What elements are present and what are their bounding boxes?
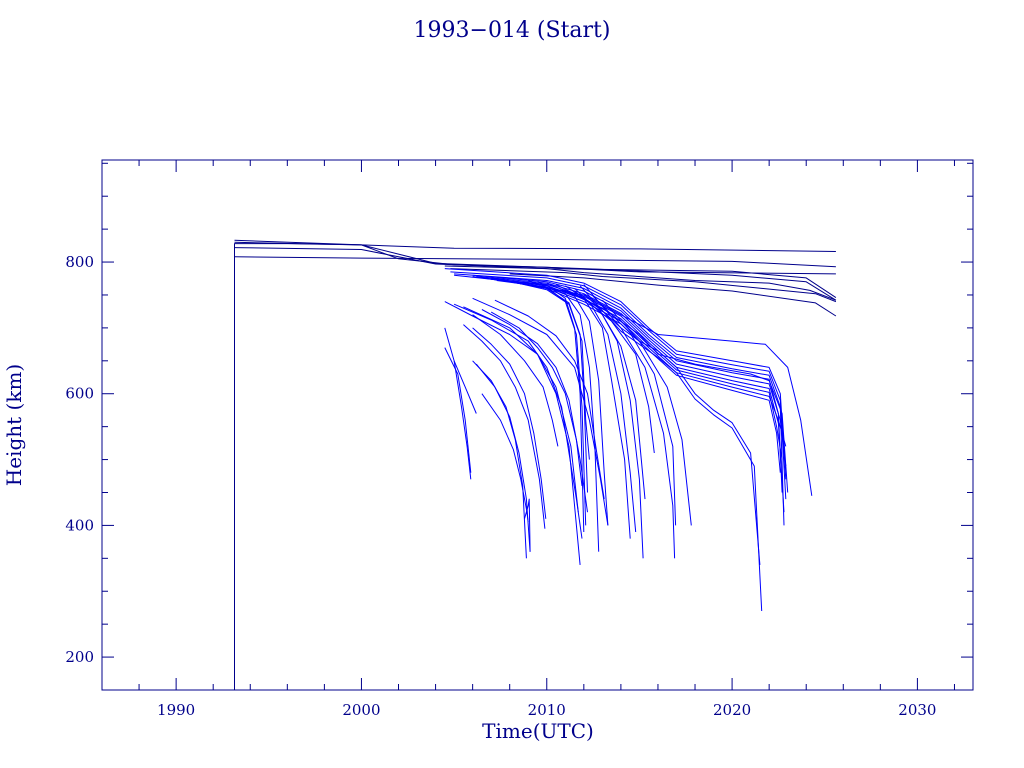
plot-frame: [101, 159, 974, 691]
debris-trace-16: [509, 281, 781, 473]
debris-trace-17: [518, 282, 789, 493]
debris-trace-25: [528, 280, 600, 552]
debris-trace-21: [454, 274, 585, 533]
debris-trace-40: [490, 311, 583, 486]
tracked-trace-5: [444, 265, 837, 301]
debris-trace-8: [444, 268, 787, 480]
tick-label-layer: 1990 2000 2010 2020 2030 200 400 600 800: [65, 253, 936, 719]
tracked-trace-7: [509, 273, 837, 317]
tracked-trace-4: [234, 241, 837, 301]
debris-trace-24: [500, 278, 590, 460]
debris-trace-47: [481, 393, 529, 523]
debris-trace-31: [574, 290, 655, 454]
debris-trace-15: [496, 280, 787, 447]
chart-title: 1993−014 (Start): [414, 18, 611, 43]
debris-trace-22: [472, 276, 587, 526]
debris-trace-42: [494, 299, 605, 500]
x-tick-label: 2030: [898, 701, 936, 719]
debris-trace-23: [491, 277, 588, 493]
debris-trace-51: [453, 360, 477, 414]
debris-trace-29: [565, 285, 644, 559]
debris-trace-32: [583, 293, 676, 559]
debris-trace-45: [472, 360, 527, 559]
debris-trace-41: [472, 314, 559, 447]
tracked-trace-2: [234, 256, 836, 268]
y-tick-label: 200: [65, 648, 94, 666]
tracked-trace-1: [234, 239, 836, 252]
x-axis-label: Time(UTC): [482, 719, 594, 743]
tick-layer: [101, 160, 973, 691]
x-tick-label: 2020: [713, 701, 751, 719]
debris-trace-48: [524, 498, 531, 552]
debris-trace-50: [444, 347, 472, 473]
debris-trace-18: [509, 281, 813, 496]
debris-trace-43: [463, 324, 546, 529]
y-tick-label: 800: [65, 253, 94, 271]
debris-trace-9: [450, 271, 787, 500]
debris-trace-37: [463, 306, 579, 513]
debris-trace-38: [472, 297, 609, 526]
x-tick-label: 1990: [157, 701, 195, 719]
debris-trace-44: [472, 327, 547, 519]
debris-trace-49: [444, 327, 472, 480]
debris-trace-10: [454, 273, 785, 526]
debris-trace-12: [476, 276, 787, 467]
debris-trace-34: [602, 299, 692, 526]
y-tick-label: 400: [65, 516, 94, 534]
x-tick-label: 2000: [342, 701, 380, 719]
parent-trace-0: [234, 243, 836, 690]
y-tick-label: 600: [65, 385, 94, 403]
debris-trace-19: [583, 284, 761, 565]
tracked-trace-6: [450, 268, 837, 303]
debris-trace-33: [592, 295, 677, 526]
debris-trace-39: [481, 309, 588, 513]
debris-trace-20: [579, 285, 763, 612]
x-tick-label: 2010: [528, 701, 566, 719]
debris-trace-26: [537, 281, 609, 526]
trace-layer: [234, 239, 837, 690]
y-axis-label: Height (km): [2, 364, 26, 486]
debris-trace-46: [475, 363, 531, 552]
tracked-trace-3: [234, 247, 837, 299]
